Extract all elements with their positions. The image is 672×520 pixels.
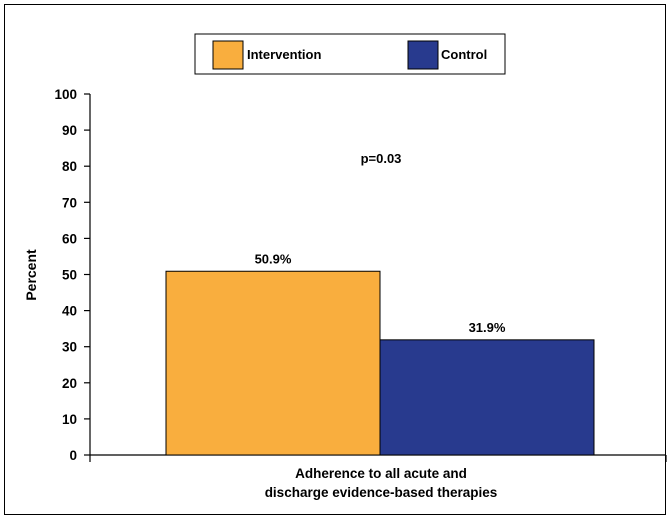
- bar-value-label-control: 31.9%: [469, 320, 506, 335]
- bars: 50.9% 31.9%: [165, 251, 595, 456]
- y-tick-label: 10: [62, 412, 77, 427]
- y-tick-label: 30: [62, 340, 77, 355]
- y-tick-label: 70: [62, 195, 77, 210]
- y-tick-label: 90: [62, 123, 77, 138]
- legend-label-control: Control: [441, 47, 487, 62]
- y-tick-label: 0: [69, 448, 77, 463]
- p-value-annotation: p=0.03: [361, 151, 402, 166]
- x-axis-label-line-1: Adherence to all acute and: [295, 466, 467, 481]
- y-axis-label: Percent: [23, 249, 39, 301]
- y-tick-label: 60: [62, 231, 77, 246]
- bar-control: [379, 339, 595, 456]
- legend-label-intervention: Intervention: [247, 47, 321, 62]
- y-axis-ticks: 0 10 20 30 40 50 60 70 80 90 100: [54, 87, 90, 463]
- y-tick-label: 100: [54, 87, 77, 102]
- legend-box: [194, 33, 506, 75]
- legend-swatch-intervention: [212, 40, 244, 70]
- bar-intervention: [165, 270, 381, 456]
- x-axis-label-line-2: discharge evidence-based therapies: [265, 485, 498, 500]
- y-tick-label: 40: [62, 304, 77, 319]
- legend-swatch-control: [407, 40, 439, 70]
- y-tick-label: 80: [62, 159, 77, 174]
- bar-value-label-intervention: 50.9%: [255, 251, 292, 266]
- legend: Intervention Control: [194, 33, 506, 75]
- y-tick-label: 50: [62, 268, 77, 283]
- y-tick-label: 20: [62, 376, 77, 391]
